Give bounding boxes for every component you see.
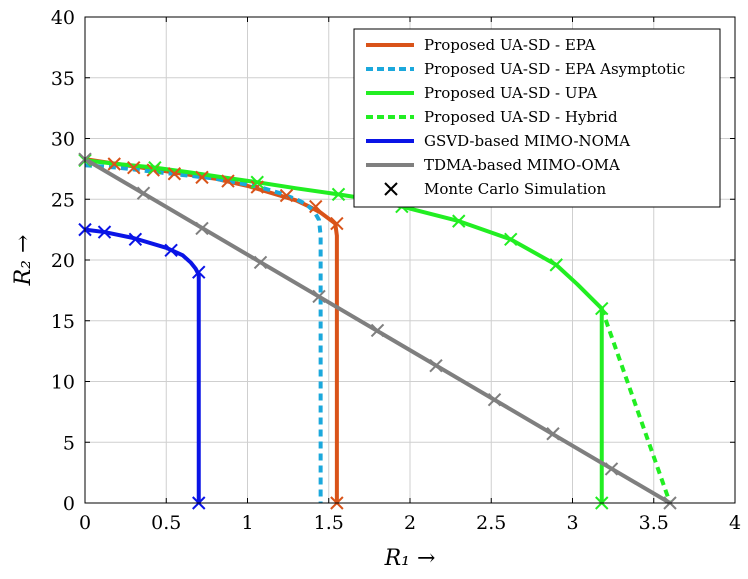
series-proposed-ua-sd-epa-asymptotic	[84, 163, 323, 503]
legend-label: GSVD-based MIMO-NOMA	[424, 132, 630, 150]
monte-carlo-marker	[253, 255, 268, 270]
y-tick-label: 15	[51, 311, 75, 333]
x-tick-label: 1	[241, 512, 253, 534]
marker-layer	[78, 152, 677, 510]
x-tick-label: 0	[79, 512, 91, 534]
x-tick-label: 3.5	[639, 512, 669, 534]
x-tick-label: 3	[566, 512, 578, 534]
legend-label: Proposed UA-SD - EPA Asymptotic	[424, 60, 685, 78]
y-tick-label: 30	[51, 129, 75, 151]
monte-carlo-marker	[330, 216, 344, 231]
x-tick-label: 1.5	[314, 512, 344, 534]
monte-carlo-marker	[127, 160, 141, 175]
legend-label: Monte Carlo Simulation	[424, 180, 606, 198]
y-tick-label: 0	[63, 493, 75, 515]
monte-carlo-marker	[504, 232, 518, 247]
series-proposed-ua-sd-epa	[84, 157, 339, 503]
y-axis-label: R₂ →	[11, 235, 36, 287]
legend-label: Proposed UA-SD - UPA	[424, 84, 597, 102]
series-proposed-ua-sd-hybrid	[599, 307, 672, 504]
monte-carlo-marker	[192, 265, 206, 279]
legend-entry-monte-carlo-simulation: Monte Carlo Simulation	[384, 180, 606, 198]
monte-carlo-marker	[546, 427, 560, 441]
legend-label: Proposed UA-SD - Hybrid	[424, 108, 618, 126]
legend-label: TDMA-based MIMO-OMA	[424, 156, 620, 174]
legend-entry-tdma-based-mimo-oma: TDMA-based MIMO-OMA	[366, 156, 620, 174]
monte-carlo-marker	[370, 323, 385, 338]
monte-carlo-marker	[167, 167, 182, 181]
y-tick-label: 25	[51, 189, 75, 211]
x-tick-label: 2	[404, 512, 416, 534]
x-tick-label: 4	[729, 512, 741, 534]
monte-carlo-marker	[452, 214, 466, 228]
legend-entry-proposed-ua-sd-hybrid: Proposed UA-SD - Hybrid	[366, 108, 618, 126]
monte-carlo-marker	[148, 160, 162, 175]
monte-carlo-marker	[549, 258, 563, 272]
x-tick-label: 0.5	[151, 512, 181, 534]
y-tick-label: 5	[63, 432, 75, 454]
monte-carlo-marker	[164, 243, 178, 257]
legend-entry-proposed-ua-sd-epa: Proposed UA-SD - EPA	[366, 36, 596, 54]
y-tick-label: 20	[51, 250, 75, 272]
monte-carlo-marker	[107, 157, 121, 171]
y-tick-label: 40	[51, 7, 75, 29]
legend-box	[353, 28, 721, 208]
monte-carlo-marker	[128, 232, 143, 247]
monte-carlo-marker	[487, 393, 502, 407]
legend-entry-gsvd-based-mimo-noma: GSVD-based MIMO-NOMA	[366, 132, 630, 150]
monte-carlo-marker	[136, 186, 151, 200]
monte-carlo-marker	[595, 301, 609, 316]
legend-entry-proposed-ua-sd-epa-asymptotic: Proposed UA-SD - EPA Asymptotic	[366, 60, 685, 78]
legend: Proposed UA-SD - EPA Proposed UA-SD - EPA…	[353, 28, 721, 208]
monte-carlo-marker	[195, 170, 209, 185]
monte-carlo-marker	[97, 225, 112, 239]
series-gsvd-based-mimo-noma	[84, 227, 201, 503]
legend-label: Proposed UA-SD - EPA	[424, 36, 596, 54]
monte-carlo-marker	[279, 188, 294, 203]
monte-carlo-marker	[250, 175, 264, 189]
monte-carlo-marker	[429, 358, 443, 373]
monte-carlo-marker	[604, 462, 619, 476]
monte-carlo-marker	[195, 221, 209, 236]
monte-carlo-marker	[312, 289, 326, 304]
legend-entry-proposed-ua-sd-upa: Proposed UA-SD - UPA	[366, 84, 597, 102]
x-tick-label: 2.5	[476, 512, 506, 534]
monte-carlo-marker	[331, 187, 346, 202]
monte-carlo-marker	[309, 199, 323, 214]
x-axis-label: R₁ →	[384, 546, 436, 571]
monte-carlo-marker	[250, 180, 264, 194]
y-tick-label: 10	[51, 372, 75, 394]
series-proposed-ua-sd-upa	[84, 158, 604, 503]
monte-carlo-marker	[221, 174, 235, 188]
y-tick-label: 35	[51, 68, 75, 90]
